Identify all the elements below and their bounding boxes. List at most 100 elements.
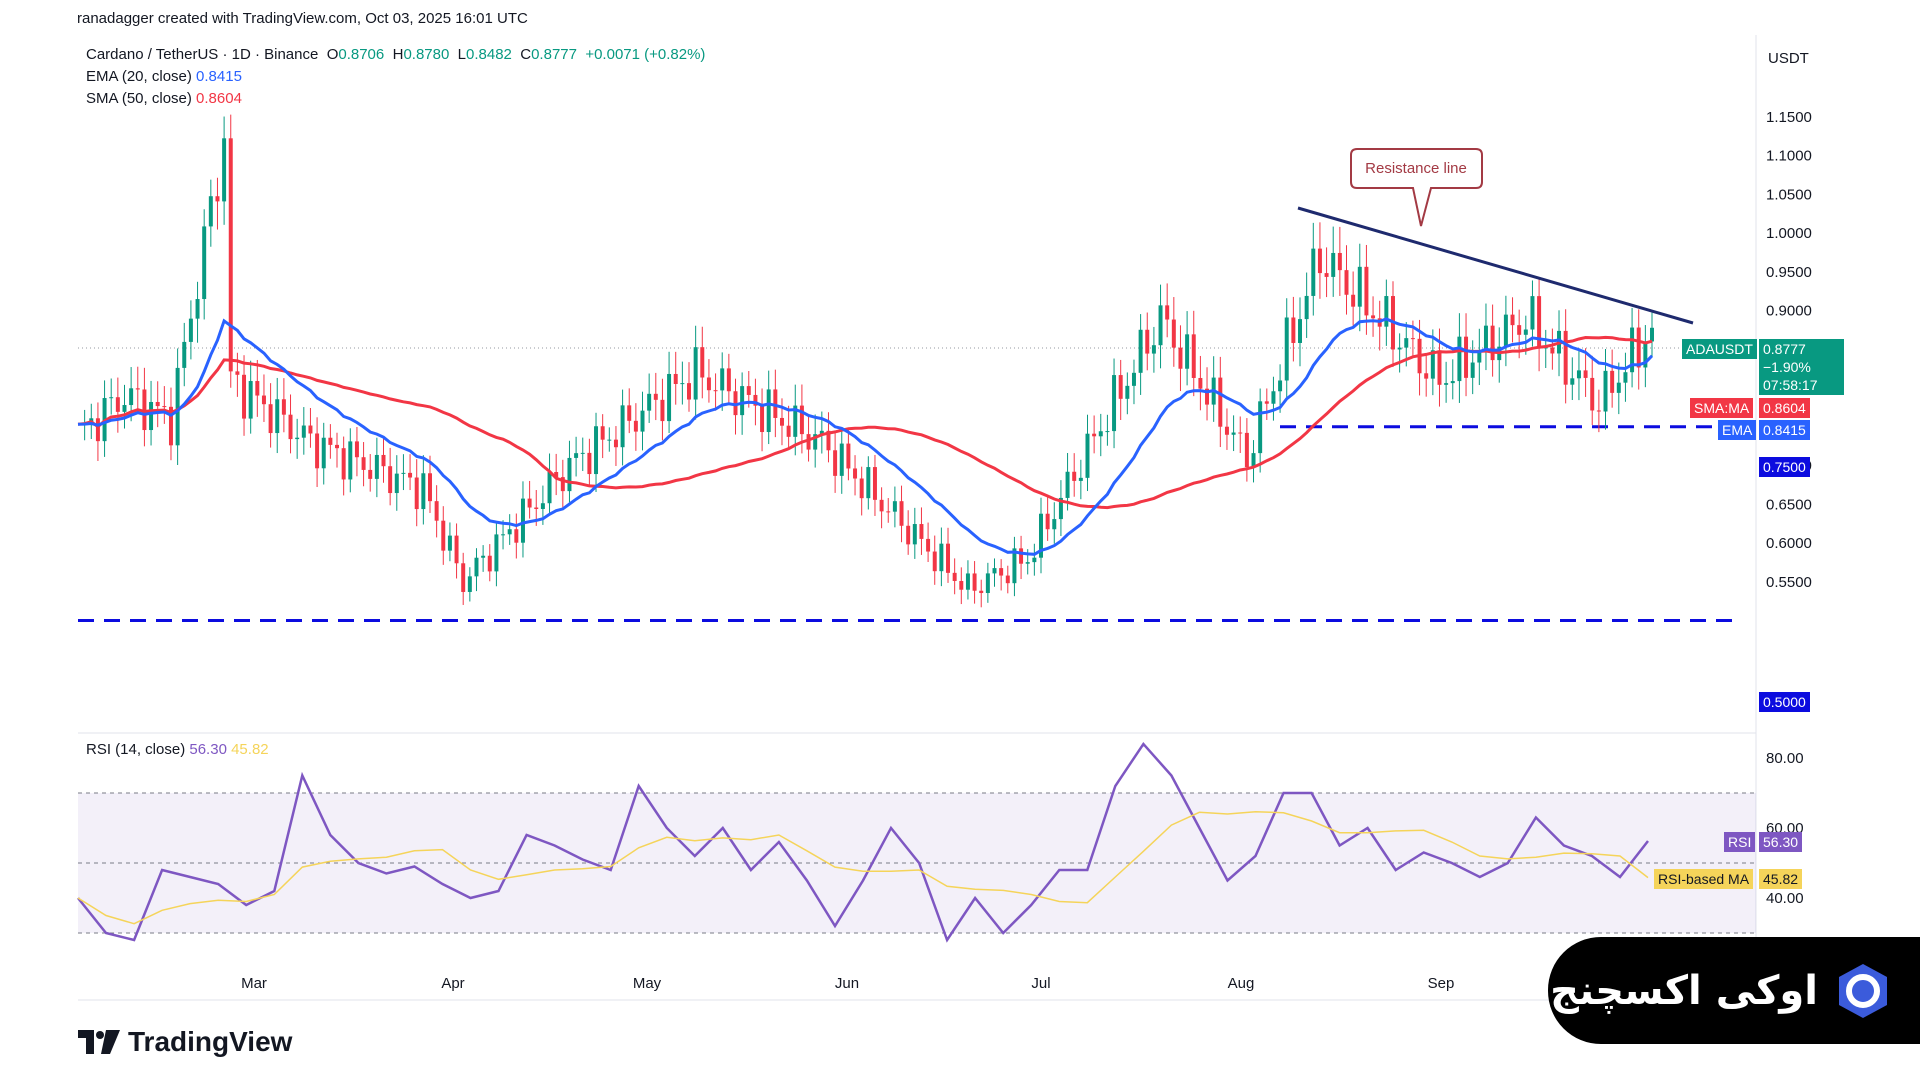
candle [1650,312,1654,358]
candle-body [1205,388,1210,405]
candle [434,485,439,538]
candle [1218,356,1223,448]
candle [175,348,180,465]
candle-body [740,386,745,416]
candle-body [1078,477,1083,481]
candle-body [474,557,479,577]
candle [308,407,313,448]
candle [1623,352,1628,402]
candle-body [388,466,393,494]
candle [972,561,977,604]
candle [1005,565,1010,594]
candle [1039,497,1043,574]
candle-body [1430,350,1435,379]
candle-body [414,477,419,510]
candle-body [142,389,147,431]
candle-body [1317,248,1322,274]
candle [454,523,459,579]
candle-body [726,368,731,392]
candle [527,480,532,519]
price-legend: Cardano / TetherUS · 1D · Binance O0.870… [86,44,705,110]
l-label: L [457,46,467,63]
candle [1590,355,1595,426]
candle-body [999,568,1004,576]
candle-body [819,430,824,435]
candle-body [1470,362,1475,378]
price-tick: 0.6500 [1766,496,1812,513]
candle [1092,415,1097,454]
candle [1371,296,1376,337]
candle-body [979,590,984,594]
candle [408,454,413,491]
candle-body [454,535,459,564]
candle [640,391,645,451]
open-value: 0.8706 [338,46,385,63]
candle-body [1291,317,1296,343]
symbol-title: Cardano / TetherUS · 1D · Binance [86,46,319,63]
candle-body [1085,433,1090,478]
candle-body [786,425,791,437]
candle-body [1477,350,1482,363]
candle [853,455,858,496]
rsi-tag-label: RSI [1724,832,1756,852]
candle-body [168,406,173,446]
candle-body [872,467,877,500]
candle-body [408,472,413,478]
candle [706,359,711,403]
candle-body [1457,336,1462,382]
candle [421,455,426,525]
candle-body [647,393,652,411]
candle-body [733,391,738,416]
candle [487,544,492,582]
candle-body [1171,319,1176,348]
candle-body [899,501,904,526]
candle [388,447,393,506]
candle-body [627,405,632,421]
candle-body [228,138,233,372]
candle [1523,315,1528,355]
candle [122,384,127,429]
candle-body [1537,296,1542,349]
candle [507,514,512,545]
candle-body [1590,377,1595,411]
candle [1078,459,1083,500]
candle [248,360,253,434]
candle-body [1224,426,1229,435]
candle-body [520,498,525,543]
candle [1211,356,1216,422]
candle-body [653,393,658,400]
candle [1072,453,1077,497]
candle [939,527,944,587]
tradingview-logo[interactable]: TradingView [78,1026,292,1058]
time-tick: Mar [241,975,267,992]
candle [321,422,326,485]
candle [1570,357,1575,400]
candle [607,427,612,452]
rsi-ma-tag-value: 45.82 [1759,869,1803,889]
candle-body [1039,513,1043,558]
candle [912,507,917,559]
candle-body [879,499,884,512]
candle-body [447,535,452,551]
level-tag-0750: 0.7500 [1759,457,1810,477]
candle-body [680,383,685,385]
candle [1012,536,1017,597]
candle [594,412,599,492]
rsi-legend-label: RSI (14, close) [86,741,186,758]
candle-body [613,439,618,448]
rsi-background [78,792,1756,934]
candle-body [1278,380,1283,392]
candle [268,383,273,448]
time-tick: Jun [835,975,859,992]
ema-20-line [77,317,1654,556]
candle-body [1258,401,1263,454]
candle-body [368,469,373,479]
c-label: C [520,46,532,63]
candle-body [188,318,193,342]
candle-body [753,394,758,406]
candle [1298,297,1303,367]
candle-body [514,529,519,543]
time-tick: Apr [441,975,464,992]
candle [1596,389,1601,433]
